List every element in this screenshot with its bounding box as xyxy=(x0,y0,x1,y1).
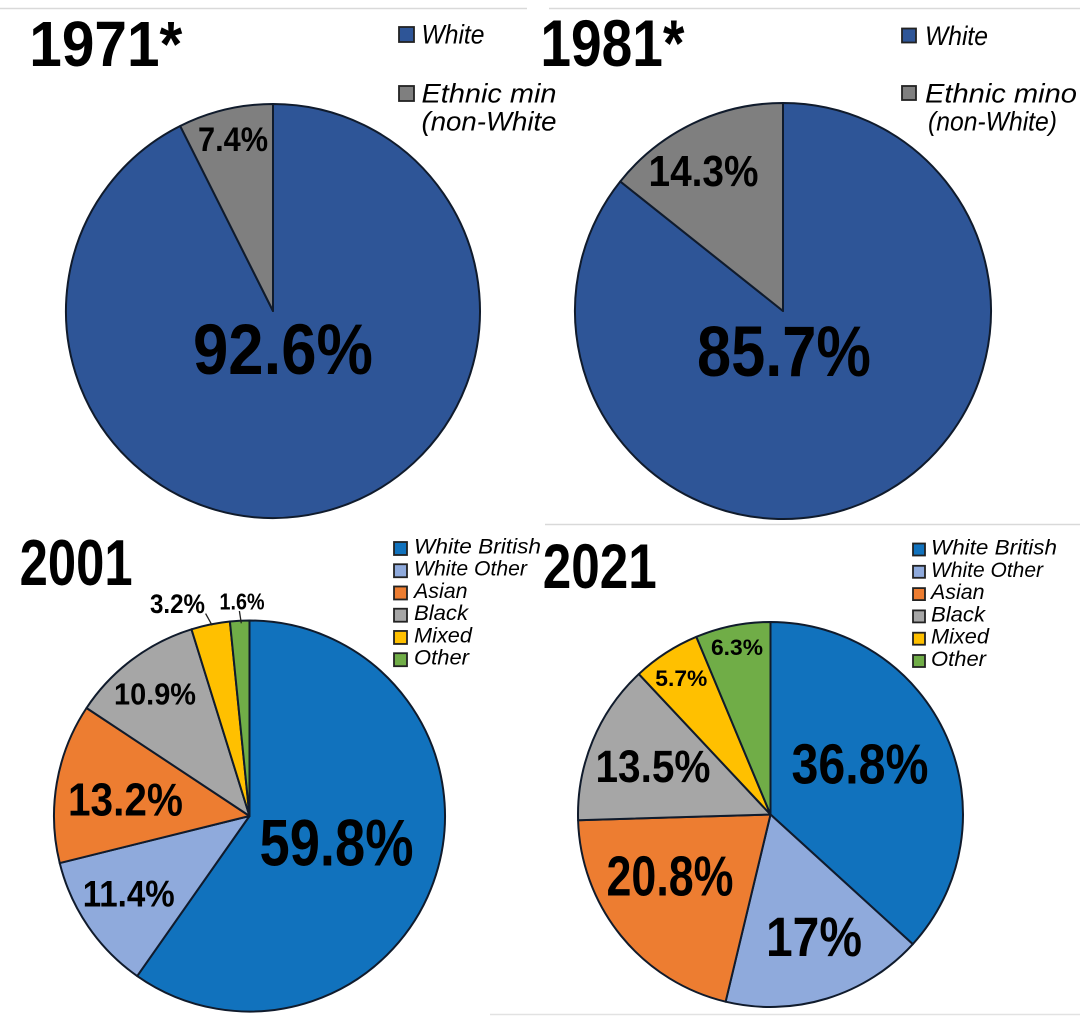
svg-text:White Other: White Other xyxy=(931,559,1044,582)
svg-text:Asian: Asian xyxy=(412,580,468,603)
svg-text:(non-White: (non-White xyxy=(422,107,557,137)
svg-text:Asian: Asian xyxy=(929,581,985,604)
svg-text:Other: Other xyxy=(931,648,987,671)
svg-text:13.2%: 13.2% xyxy=(68,773,183,825)
svg-text:White: White xyxy=(422,20,485,50)
svg-text:White British: White British xyxy=(931,537,1057,560)
svg-text:36.8%: 36.8% xyxy=(792,733,929,797)
svg-text:2001: 2001 xyxy=(20,526,133,599)
svg-text:14.3%: 14.3% xyxy=(649,148,759,196)
svg-text:White Other: White Other xyxy=(414,558,528,581)
svg-text:1.6%: 1.6% xyxy=(220,589,265,615)
svg-text:10.9%: 10.9% xyxy=(114,677,196,712)
svg-text:6.3%: 6.3% xyxy=(711,635,763,660)
svg-text:Ethnic min: Ethnic min xyxy=(422,79,557,109)
svg-text:17%: 17% xyxy=(766,905,862,968)
svg-text:Other: Other xyxy=(414,647,470,670)
svg-text:1981*: 1981* xyxy=(540,6,684,80)
svg-text:3.2%: 3.2% xyxy=(150,589,205,619)
svg-text:1971*: 1971* xyxy=(29,8,182,80)
svg-text:59.8%: 59.8% xyxy=(260,807,414,880)
svg-text:85.7%: 85.7% xyxy=(697,312,871,392)
svg-text:White British: White British xyxy=(414,536,541,559)
svg-text:2021: 2021 xyxy=(543,532,657,602)
svg-text:7.4%: 7.4% xyxy=(198,121,268,159)
svg-text:20.8%: 20.8% xyxy=(607,845,734,909)
svg-text:Mixed: Mixed xyxy=(414,624,473,647)
svg-text:5.7%: 5.7% xyxy=(655,666,707,691)
svg-text:Mixed: Mixed xyxy=(931,626,990,649)
svg-text:13.5%: 13.5% xyxy=(596,741,711,792)
svg-text:92.6%: 92.6% xyxy=(193,311,373,390)
svg-text:Ethnic mino: Ethnic mino xyxy=(925,79,1077,109)
svg-text:(non-White): (non-White) xyxy=(928,107,1057,137)
svg-text:Black: Black xyxy=(414,602,470,625)
svg-text:Black: Black xyxy=(931,603,987,626)
svg-text:11.4%: 11.4% xyxy=(83,874,175,915)
svg-text:White: White xyxy=(925,21,988,51)
